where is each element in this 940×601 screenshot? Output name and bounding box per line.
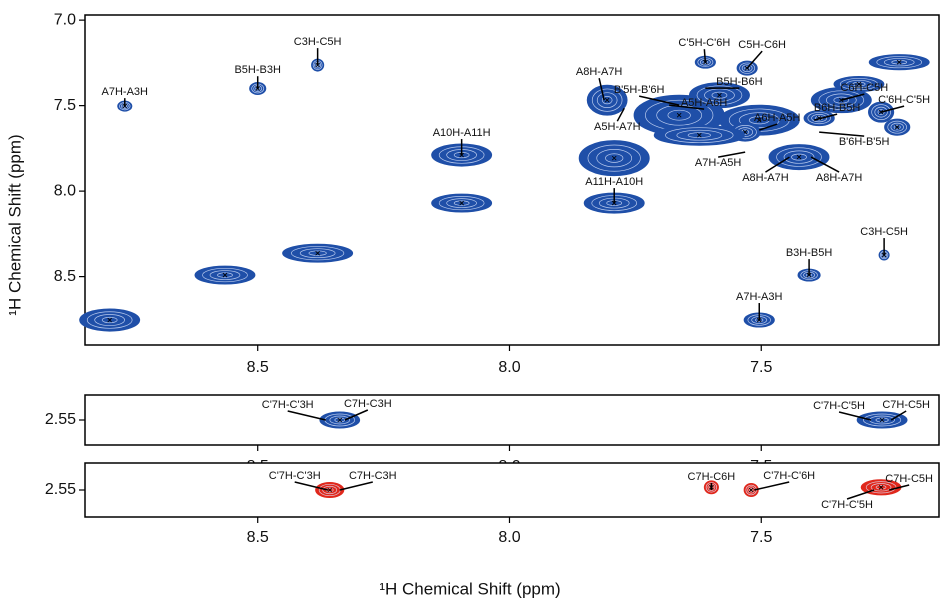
annotation: B'6H-B'5H (839, 136, 890, 148)
x-axis-label: ¹H Chemical Shift (ppm) (379, 579, 560, 598)
annotation: C'6H-C'5H (878, 94, 930, 106)
x-tick-label: 8.0 (498, 529, 520, 546)
x-tick-label: 8.0 (498, 359, 520, 376)
annotation: C5H-C6H (738, 39, 786, 51)
annotation: B3H-B5H (786, 247, 833, 259)
annotation: C3H-C5H (294, 36, 342, 48)
y-tick-label: 8.5 (54, 268, 76, 285)
annotation: C7H-C3H (349, 470, 397, 482)
y-axis-label: ¹H Chemical Shift (ppm) (5, 134, 24, 315)
x-tick-label: 8.5 (247, 359, 269, 376)
annotation: C'7H-C'5H (813, 400, 865, 412)
annotation: C'7H-C'5H (821, 499, 873, 511)
annotation: A10H-A11H (433, 127, 491, 139)
annotation: A7H-A3H (736, 291, 783, 303)
annotation: B6H-B5H (814, 102, 861, 114)
panel-frame (85, 395, 939, 445)
annotation: A6H-A5H (754, 112, 801, 124)
annotation: B'5H-B'6H (614, 84, 665, 96)
y-tick-label: 8.0 (54, 182, 76, 199)
annotation: A8H-A7H (816, 172, 863, 184)
x-tick-label: 8.5 (247, 529, 269, 546)
annotation: A8H-A7H (576, 66, 623, 78)
x-tick-label: 7.5 (750, 359, 772, 376)
annotation: A11H-A10H (585, 176, 643, 188)
panel-frame (85, 15, 939, 345)
annotation: C'7H-C'3H (262, 399, 314, 411)
annotation: C7H-C6H (688, 471, 736, 483)
annotation: C7H-C5H (882, 399, 930, 411)
annotation: B5H-B3H (234, 64, 281, 76)
annotation: A7H-A5H (695, 157, 742, 169)
annotation: C7H-C3H (344, 398, 392, 410)
y-tick-label: 2.55 (45, 481, 76, 498)
nmr-figure: ¹H Chemical Shift (ppm) ¹H Chemical Shif… (0, 0, 940, 601)
y-tick-label: 2.55 (45, 411, 76, 428)
annotation: A5H-A6H (681, 97, 728, 109)
annotation-leader (704, 49, 705, 62)
annotation: C'5H-C'6H (678, 37, 730, 49)
annotation: A5H-A7H (594, 121, 641, 133)
annotation: B5H-B6H (716, 76, 763, 88)
annotation: C6H-C5H (840, 82, 888, 94)
y-tick-label: 7.0 (54, 11, 76, 28)
annotation: C7H-C5H (885, 473, 933, 485)
x-tick-label: 7.5 (750, 529, 772, 546)
y-tick-label: 7.5 (54, 97, 76, 114)
annotation: A7H-A3H (102, 86, 149, 98)
annotation: A8H-A7H (742, 172, 789, 184)
annotation: C'7H-C'6H (763, 470, 815, 482)
annotation: C3H-C5H (860, 226, 908, 238)
annotation: C'7H-C'3H (269, 470, 321, 482)
